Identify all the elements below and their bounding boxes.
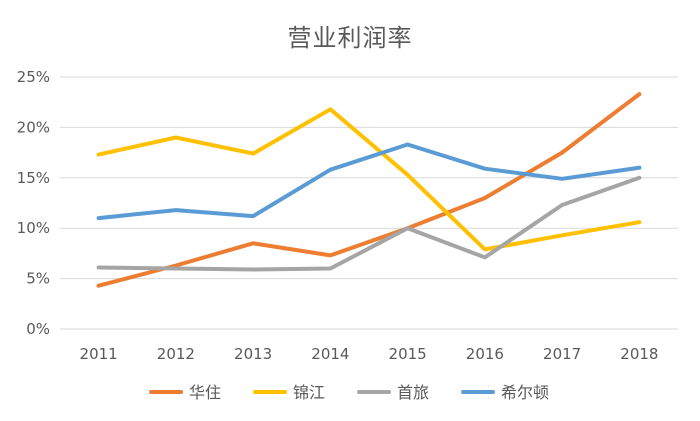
- legend-label: 华住: [189, 383, 221, 402]
- series-line: [96, 142, 642, 221]
- y-tick-label: 15%: [17, 169, 50, 187]
- y-tick-label: 5%: [26, 270, 50, 288]
- y-tick-label: 25%: [17, 68, 50, 86]
- legend-label: 首旅: [397, 383, 429, 402]
- x-tick-label: 2011: [80, 345, 118, 363]
- x-tick-label: 2018: [620, 345, 658, 363]
- legend-label: 希尔顿: [501, 383, 549, 402]
- chart-title: 营业利润率: [287, 24, 413, 52]
- x-tick-label: 2012: [157, 345, 195, 363]
- legend-label: 锦江: [293, 383, 325, 402]
- x-tick-label: 2013: [234, 345, 272, 363]
- y-tick-label: 0%: [26, 320, 50, 338]
- series-line: [96, 107, 642, 252]
- y-tick-label: 20%: [17, 118, 50, 136]
- x-tick-label: 2016: [466, 345, 504, 363]
- series-line: [96, 175, 642, 272]
- x-tick-label: 2014: [311, 345, 349, 363]
- gridlines: [60, 76, 678, 330]
- y-tick-label: 10%: [17, 219, 50, 237]
- series-line: [96, 92, 642, 288]
- x-tick-label: 2015: [389, 345, 427, 363]
- x-tick-label: 2017: [543, 345, 581, 363]
